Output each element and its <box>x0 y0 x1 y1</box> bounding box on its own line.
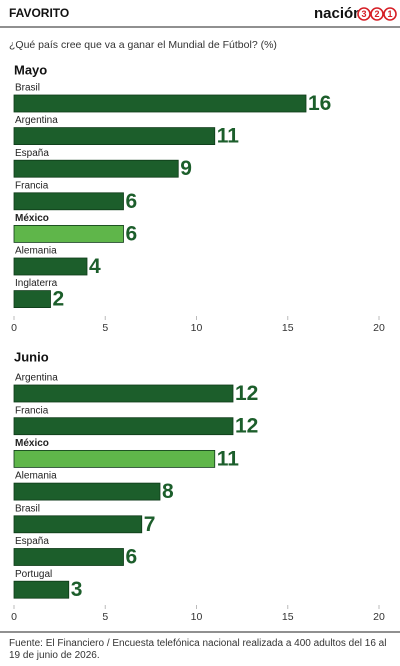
value-label: 3 <box>71 578 83 601</box>
bar-label: Inglaterra <box>15 278 58 289</box>
value-label: 12 <box>235 382 258 405</box>
bar-label: Argentina <box>15 115 58 126</box>
x-tick-label: 15 <box>282 322 294 334</box>
footer: Fuente: El Financiero / Encuesta telefón… <box>9 638 387 661</box>
value-label: 6 <box>126 546 138 569</box>
bar <box>13 548 124 566</box>
bar-label: México <box>15 213 49 224</box>
value-label: 8 <box>162 480 174 503</box>
logo-digit: 3 <box>361 9 366 19</box>
bar <box>13 449 216 468</box>
bar <box>13 127 216 145</box>
panel-title: Mayo <box>14 62 47 77</box>
x-tick-label: 5 <box>102 322 108 334</box>
bar-label: Francia <box>15 405 49 416</box>
logo-circle <box>370 7 384 21</box>
bar-label: Brasil <box>15 83 40 94</box>
bar <box>13 482 161 501</box>
x-tick-label: 20 <box>373 322 385 334</box>
value-label: 11 <box>217 125 240 148</box>
bar <box>13 159 179 178</box>
header-title: FAVORITO <box>9 6 69 20</box>
bar-label: España <box>15 536 49 547</box>
logo-circle <box>383 7 397 21</box>
bar <box>13 224 124 243</box>
bar-label: Francia <box>15 180 49 191</box>
value-label: 6 <box>126 222 138 245</box>
x-tick-label: 0 <box>11 322 17 334</box>
value-label: 9 <box>180 157 192 180</box>
bar-label: México <box>15 438 49 449</box>
value-label: 7 <box>144 513 156 536</box>
logo-circle <box>357 7 371 21</box>
bar-label: Argentina <box>15 373 58 384</box>
subtitle: ¿Qué país cree que va a ganar el Mundial… <box>9 39 277 51</box>
bar-label: Alemania <box>15 471 57 482</box>
x-tick-label: 10 <box>191 611 203 623</box>
panel-title: Junio <box>14 349 49 364</box>
value-label: 6 <box>126 190 138 213</box>
x-tick-label: 5 <box>102 611 108 623</box>
value-label: 4 <box>89 255 101 278</box>
value-label: 2 <box>53 288 65 311</box>
x-tick-label: 10 <box>191 322 203 334</box>
bar <box>13 515 143 534</box>
bar <box>13 580 70 599</box>
value-label: 12 <box>235 415 258 438</box>
logo-digit: 1 <box>387 9 392 19</box>
bar-label: Portugal <box>15 569 52 580</box>
bar <box>13 290 51 309</box>
value-label: 11 <box>217 447 240 470</box>
bar-label: Brasil <box>15 503 40 514</box>
x-tick-label: 0 <box>11 611 17 623</box>
logo-digit: 2 <box>374 9 379 19</box>
x-tick-label: 20 <box>373 611 385 623</box>
bar-label: Alemania <box>15 246 57 257</box>
bar <box>13 94 307 113</box>
x-tick-label: 15 <box>282 611 294 623</box>
bar <box>13 384 234 403</box>
bar <box>13 257 88 276</box>
bar <box>13 192 124 211</box>
value-label: 16 <box>308 92 331 115</box>
bar <box>13 417 234 436</box>
bar-label: España <box>15 148 49 159</box>
logo-text: nación <box>314 5 362 22</box>
